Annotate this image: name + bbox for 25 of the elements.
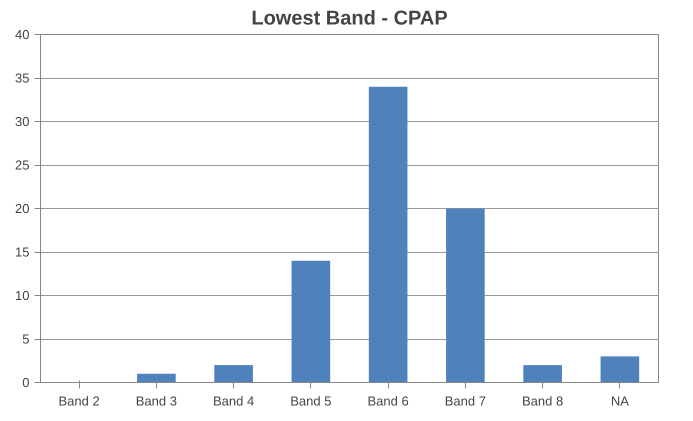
y-tick-label: 35 (15, 70, 30, 86)
x-tick-label: Band 2 (58, 394, 100, 408)
y-tick-label: 30 (15, 114, 30, 129)
bar (446, 208, 485, 382)
chart-title: Lowest Band - CPAP (251, 8, 448, 30)
y-tick-label: 40 (15, 27, 30, 42)
x-tick-label: NA (610, 394, 630, 408)
x-tick-label: Band 5 (290, 394, 332, 408)
y-tick-label: 5 (22, 332, 30, 346)
x-tick-label: Band 3 (136, 394, 177, 408)
bar (368, 86, 408, 382)
bar (137, 374, 176, 382)
y-tick-label: 20 (15, 201, 30, 216)
y-tick-label: 0 (22, 375, 30, 390)
y-tick-label: 25 (15, 158, 30, 172)
x-tick-label: Band 7 (444, 394, 486, 408)
bar (600, 356, 640, 382)
y-tick-label: 15 (15, 244, 30, 260)
bar (292, 260, 330, 382)
x-tick-label: Band 4 (213, 394, 254, 408)
y-tick-label: 10 (15, 288, 30, 303)
x-tick-label: Band 6 (368, 394, 409, 408)
bar (214, 365, 253, 382)
bar (523, 365, 562, 382)
x-tick-label: Band 8 (522, 394, 564, 408)
